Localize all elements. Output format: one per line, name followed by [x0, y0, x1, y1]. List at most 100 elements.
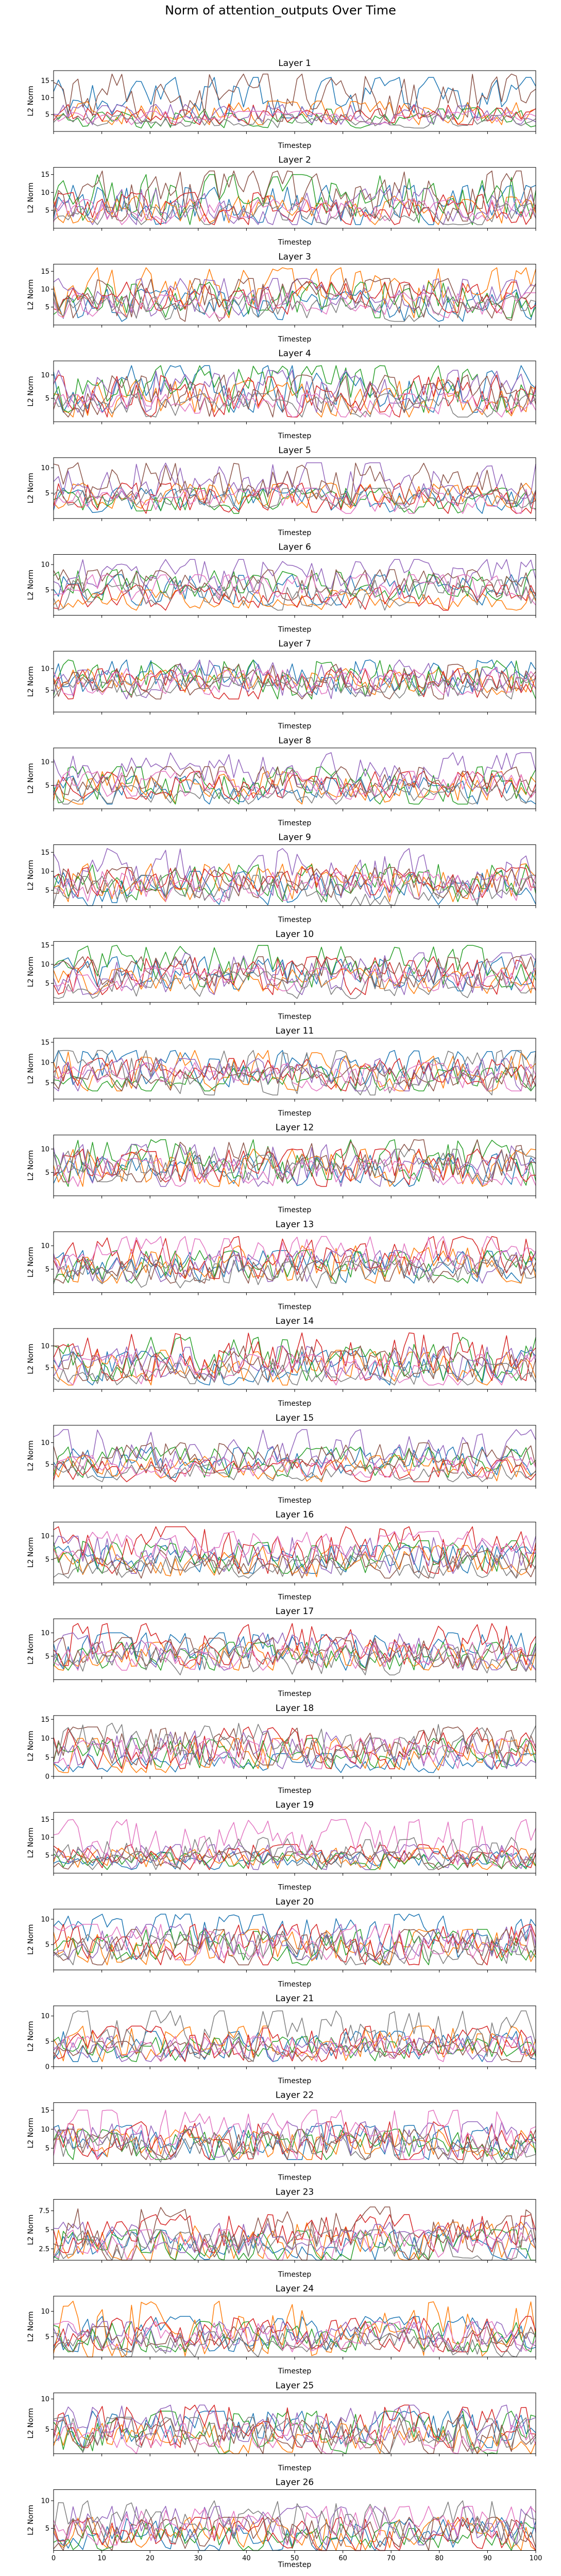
subplot-title: Layer 14	[276, 1316, 314, 1326]
series-line-8	[53, 488, 536, 509]
series-line-8	[53, 1464, 536, 1483]
y-tick-label: 5	[45, 1169, 49, 1177]
series-line-3	[53, 1250, 536, 1284]
series-line-8	[53, 1646, 536, 1675]
series-line-8	[53, 677, 536, 700]
figure-title: Norm of attention_outputs Over Time	[165, 3, 396, 18]
series-line-6	[53, 867, 536, 899]
series-line-7	[53, 2229, 536, 2261]
y-axis-label: L2 Norm	[27, 1440, 35, 1471]
series-line-3	[53, 766, 536, 805]
subplot-title: Layer 20	[276, 1897, 314, 1907]
x-axis-label: Timestep	[278, 722, 312, 730]
series-line-8	[53, 1050, 536, 1095]
y-tick-label: 10	[41, 1145, 49, 1153]
y-axis-label: L2 Norm	[27, 2408, 35, 2438]
subplot-layer-19: Layer 19 L2 Norm Timestep 5 10 15	[27, 1800, 536, 1892]
subplot-title: Layer 6	[278, 542, 311, 553]
series-line-6	[53, 2206, 536, 2261]
series-line-8	[53, 2010, 536, 2062]
series-line-2	[53, 1455, 536, 1483]
series-line-8	[53, 1722, 536, 1766]
series-line-6	[53, 2517, 536, 2551]
y-tick-label: 5	[45, 111, 49, 119]
series-line-2	[53, 483, 536, 509]
plot-frame	[53, 1135, 536, 1196]
series-line-7	[53, 1924, 536, 1960]
y-tick-label: 5	[45, 490, 49, 497]
subplot-layer-22: Layer 22 L2 Norm Timestep 5 10 15	[27, 2090, 536, 2182]
series-line-7	[53, 771, 536, 800]
series-line-5	[53, 1730, 536, 1769]
y-axis-label: L2 Norm	[27, 1731, 35, 1761]
subplot-title: Layer 25	[276, 2381, 314, 2391]
y-tick-label: 5	[45, 395, 49, 403]
series-line-5	[53, 848, 536, 899]
series-line-5	[53, 2036, 536, 2062]
subplot-layer-15: Layer 15 L2 Norm Timestep 5 10	[27, 1413, 536, 1505]
series-line-6	[53, 278, 536, 322]
y-axis-label: L2 Norm	[27, 2021, 35, 2051]
series-line-6	[53, 1442, 536, 1474]
series-line-1	[53, 2517, 536, 2551]
series-line-6	[53, 73, 536, 122]
subplot-layer-5: Layer 5 L2 Norm Timestep 5 10	[27, 445, 536, 537]
y-tick-label: 15	[41, 77, 49, 85]
series-line-7	[53, 1531, 536, 1559]
x-axis-label: Timestep	[278, 1787, 312, 1795]
y-axis-label: L2 Norm	[27, 2118, 35, 2148]
subplot-layer-16: Layer 16 L2 Norm Timestep 5 10	[27, 1510, 536, 1602]
x-tick-label: 80	[435, 2555, 444, 2563]
series-line-5	[53, 659, 536, 700]
y-tick-label: 5	[45, 1852, 49, 1859]
subplot-layer-9: Layer 9 L2 Norm Timestep 5 10 15	[27, 833, 536, 924]
y-tick-label: 5	[45, 687, 49, 695]
x-axis-label: Timestep	[278, 1690, 312, 1698]
series-line-4	[53, 1332, 536, 1381]
series-line-6	[53, 1139, 536, 1183]
x-axis-label: Timestep	[278, 819, 312, 827]
subplot-layer-13: Layer 13 L2 Norm Timestep 5 10	[27, 1219, 536, 1311]
y-tick-label: 15	[41, 942, 49, 950]
y-tick-label: 10	[41, 1630, 49, 1637]
y-tick-label: 10	[41, 1242, 49, 1250]
y-tick-label: 10	[41, 561, 49, 569]
series-line-8	[53, 785, 536, 805]
y-tick-label: 10	[41, 2396, 49, 2403]
series-line-7	[53, 1455, 536, 1478]
subplot-layer-17: Layer 17 L2 Norm Timestep 5 10	[27, 1606, 536, 1698]
series-line-2	[53, 968, 536, 995]
x-axis-label: Timestep	[278, 2077, 312, 2085]
y-tick-label: 10	[41, 2497, 49, 2505]
x-axis-label: Timestep	[278, 1400, 312, 1408]
plot-frame	[53, 167, 536, 229]
x-axis-label: Timestep	[278, 1980, 312, 1988]
series-line-6	[53, 462, 536, 504]
y-axis-label: L2 Norm	[27, 2215, 35, 2245]
x-axis-label: Timestep	[278, 1497, 312, 1505]
x-axis-label: Timestep	[278, 2561, 312, 2569]
y-tick-label: 10	[41, 464, 49, 472]
plot-frame	[53, 2005, 536, 2067]
series-line-5	[53, 2505, 536, 2546]
x-axis-label: Timestep	[278, 1109, 312, 1118]
x-axis-label: Timestep	[278, 1012, 312, 1021]
series-line-3	[53, 1066, 536, 1092]
series-line-3	[53, 944, 536, 988]
subplot-title: Layer 24	[276, 2284, 314, 2294]
plot-frame	[53, 2199, 536, 2261]
series-line-5	[53, 2121, 536, 2160]
x-tick-label: 100	[530, 2555, 542, 2563]
subplot-layer-6: Layer 6 L2 Norm Timestep 5 10	[27, 542, 536, 634]
plot-frame	[53, 651, 536, 712]
series-line-8	[53, 1934, 536, 1966]
series-line-6	[53, 1255, 536, 1284]
x-tick-label: 90	[483, 2555, 492, 2563]
x-tick-label: 50	[291, 2555, 299, 2563]
subplot-title: Layer 18	[276, 1703, 314, 1714]
y-axis-label: L2 Norm	[27, 2311, 35, 2341]
series-line-7	[53, 488, 536, 514]
subplot-title: Layer 22	[276, 2090, 314, 2101]
y-tick-label: 5	[45, 980, 49, 988]
plot-frame	[53, 941, 536, 1003]
